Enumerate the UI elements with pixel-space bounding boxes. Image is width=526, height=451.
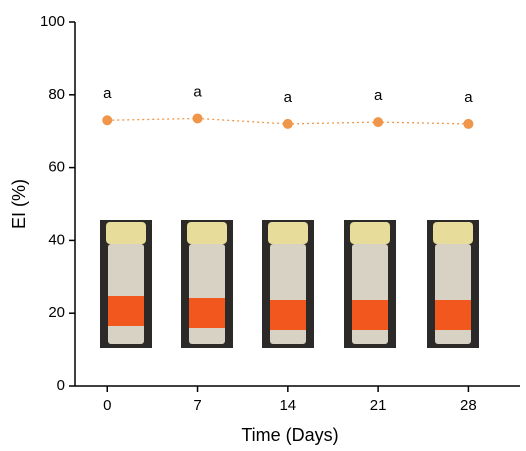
point-label: a	[464, 89, 473, 106]
y-axis-label: EI (%)	[9, 179, 29, 229]
x-tick-label: 7	[193, 397, 201, 414]
y-tick-label: 80	[48, 86, 65, 103]
x-tick-label: 28	[460, 397, 477, 414]
x-tick-label: 14	[279, 397, 296, 414]
point	[192, 113, 203, 124]
point	[373, 117, 384, 128]
point-label: a	[284, 89, 293, 106]
point	[463, 118, 474, 129]
point-label: a	[374, 87, 383, 104]
point-label: a	[103, 85, 112, 102]
y-tick-label: 60	[48, 159, 65, 176]
y-tick-label: 20	[48, 304, 65, 321]
x-tick-label: 21	[370, 397, 387, 414]
point-label: a	[193, 83, 202, 100]
x-axis-label: Time (Days)	[241, 425, 338, 445]
y-tick-label: 0	[57, 377, 65, 394]
x-tick-label: 0	[103, 397, 111, 414]
point	[102, 115, 113, 126]
point	[282, 118, 293, 129]
y-tick-label: 40	[48, 231, 65, 248]
vial-photos	[100, 220, 479, 348]
y-tick-label: 100	[40, 13, 65, 30]
